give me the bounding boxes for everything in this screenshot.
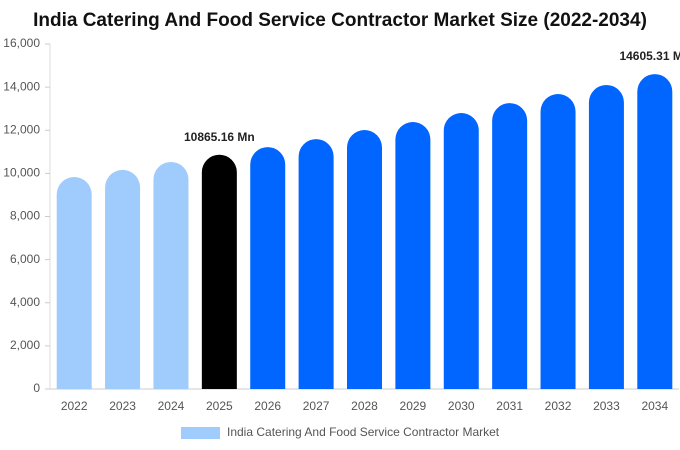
bar [540,94,576,390]
bar [347,130,382,390]
legend-swatch [181,427,220,439]
x-tick-label: 2033 [593,399,620,413]
legend-label: India Catering And Food Service Contract… [227,425,500,439]
bar [588,84,624,389]
bar [153,161,189,389]
data-label: 14605.31 Mn [619,49,680,63]
x-tick-label: 2031 [496,399,523,413]
bar [637,74,673,390]
data-label: 10865.16 Mn [184,130,255,144]
x-tick-label: 2025 [206,399,233,413]
bar [492,103,528,389]
x-tick-label: 2027 [303,399,330,413]
bar [56,177,92,389]
y-tick-label: 14,000 [3,79,40,93]
bar [395,122,431,390]
bar [105,169,141,389]
x-tick-label: 2028 [351,399,378,413]
y-tick-label: 6,000 [10,252,40,266]
bar [443,113,479,389]
y-tick-label: 16,000 [3,36,40,50]
bar [250,147,286,389]
y-tick-label: 2,000 [10,338,40,352]
chart-title: India Catering And Food Service Contract… [33,10,647,31]
bar [201,154,237,389]
x-tick-label: 2032 [545,399,572,413]
x-tick-label: 2029 [400,399,427,413]
y-tick-label: 0 [33,381,40,395]
x-tick-label: 2022 [61,399,88,413]
y-tick-label: 10,000 [3,166,40,180]
y-tick-label: 12,000 [3,122,40,136]
x-tick-label: 2030 [448,399,475,413]
x-tick-label: 2026 [254,399,281,413]
y-tick-label: 4,000 [10,295,40,309]
x-tick-label: 2024 [158,399,185,413]
y-tick-label: 8,000 [10,209,40,223]
x-tick-label: 2023 [109,399,136,413]
x-tick-label: 2034 [641,399,668,413]
bar [298,139,334,389]
